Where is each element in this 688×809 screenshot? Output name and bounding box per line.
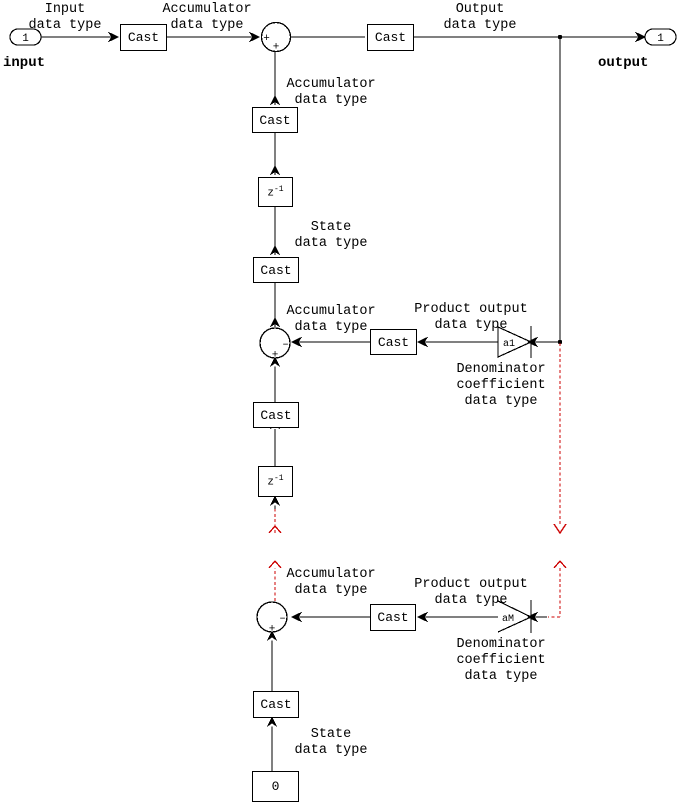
svg-text:1: 1 (22, 33, 29, 45)
svg-text:+: + (269, 624, 276, 636)
svg-text:+: + (272, 350, 279, 362)
svg-text:–: – (279, 613, 286, 625)
svg-text:a1: a1 (503, 339, 515, 350)
svg-text:–: – (282, 339, 289, 351)
svg-text:+: + (273, 42, 280, 54)
svg-text:1: 1 (657, 33, 664, 45)
svg-text:+: + (263, 33, 270, 45)
svg-text:aM: aM (502, 614, 514, 625)
